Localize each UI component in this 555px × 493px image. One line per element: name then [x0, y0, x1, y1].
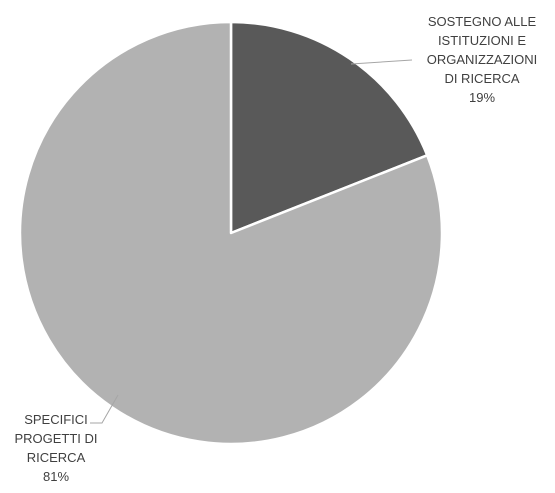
slice-label-2: SPECIFICI PROGETTI DI RICERCA 81%: [14, 412, 97, 484]
leader-line-2: [90, 394, 119, 424]
pie-slices: [18, 20, 444, 446]
slice-percent-label: 19%: [469, 90, 495, 105]
slice-label-1: SOSTEGNO ALLE ISTITUZIONI E ORGANIZZAZIONI…: [427, 14, 538, 105]
slice-label-line: SPECIFICI: [24, 412, 88, 427]
leader-line-1: [350, 59, 413, 65]
slice-label-line: DI RICERCA: [444, 71, 519, 86]
slice-label-line: ISTITUZIONI E: [438, 33, 526, 48]
slice-label-line: ORGANIZZAZIONI: [427, 52, 538, 67]
slice-label-line: SOSTEGNO ALLE: [428, 14, 537, 29]
slice-percent-label: 81%: [43, 469, 69, 484]
slice-label-line: RICERCA: [27, 450, 86, 465]
leader-lines: [90, 59, 413, 424]
slice-label-line: PROGETTI DI: [14, 431, 97, 446]
pie-slice-2: [18, 20, 444, 446]
pie-slice-1: [229, 20, 429, 235]
slice-labels: SOSTEGNO ALLE ISTITUZIONI E ORGANIZZAZIONI…: [14, 14, 537, 484]
